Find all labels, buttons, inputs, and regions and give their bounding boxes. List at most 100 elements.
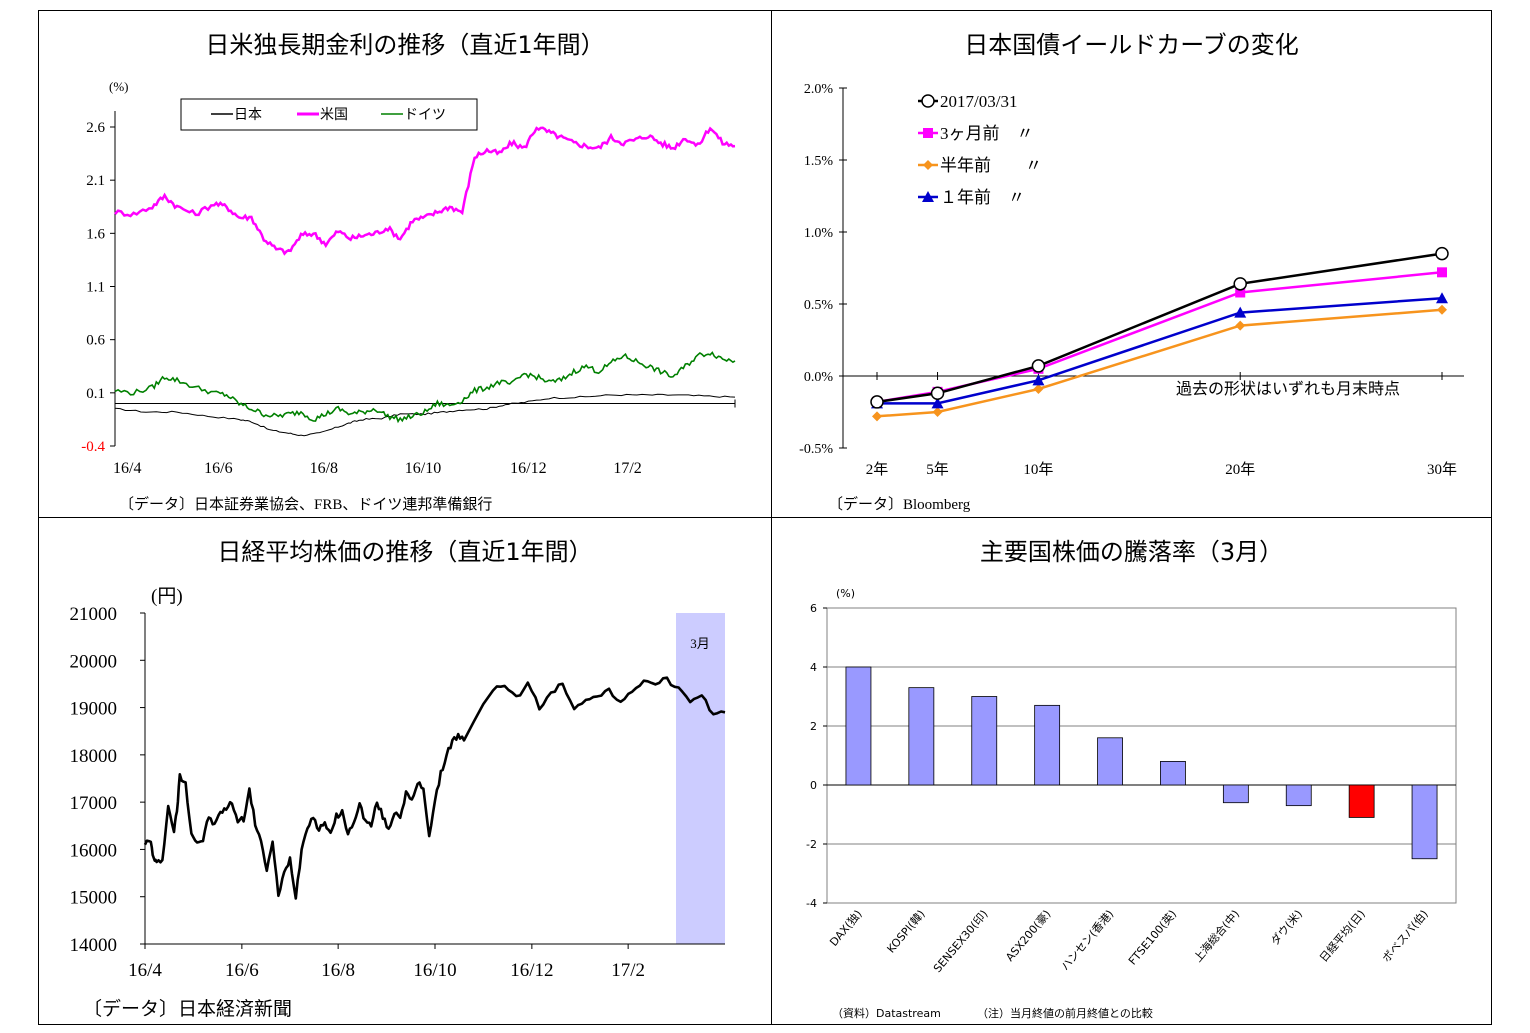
chart-plot: (%) 2.6 2.1 1.6 1.1 0.6 0.1 -0.4 16/4 16/6 16/8 16/… <box>81 79 736 477</box>
data-point <box>872 411 882 422</box>
x-tick-label: ASX200(豪) <box>1002 907 1053 964</box>
y-tick-label: 1.5% <box>804 154 834 169</box>
y-tick-label: 2.0% <box>804 82 834 97</box>
data-point <box>1233 277 1247 291</box>
data-point <box>932 407 943 417</box>
chart-plot: 2.0% 1.5% 1.0% 0.5% 0.0% -0.5% 2年 5年 10年 20年 30年 20… <box>799 82 1464 478</box>
legend-marker <box>922 191 934 202</box>
x-tick-label: ボベスパ(伯) <box>1379 907 1431 965</box>
y-tick-label: 1.0% <box>804 226 834 241</box>
series-line-2 <box>876 308 1443 418</box>
x-tick-label: 16/6 <box>204 460 232 477</box>
y-tick-label: 0.5% <box>804 298 834 313</box>
x-tick-label: 17/2 <box>613 460 641 477</box>
x-tick-label: 16/10 <box>413 960 456 981</box>
data-point <box>1031 359 1046 373</box>
y-tick-label: -0.4 <box>81 439 105 455</box>
y-tick-label: 2.6 <box>86 120 105 136</box>
chart-plot: (%) 6 4 2 0 -2 -4 DAX(独) KOSPI(韓) SENSEX30(印) ASX2… <box>806 587 1457 976</box>
x-tick-label: 10年 <box>1023 461 1053 478</box>
y-tick-label: 18000 <box>70 746 118 767</box>
x-tick-label: 16/8 <box>310 460 338 477</box>
x-tick-label: SENSEX30(印) <box>931 908 991 976</box>
x-tick-label: 30年 <box>1427 461 1457 478</box>
y-tick-label: -4 <box>806 897 817 910</box>
highlight-band <box>676 613 725 944</box>
y-axis-unit: (%) <box>836 587 855 600</box>
chart-title: 日本国債イールドカーブの変化 <box>964 31 1299 59</box>
legend-label: １年前 〃 <box>940 188 1025 207</box>
x-tick-label: FTSE100(英) <box>1125 907 1179 968</box>
x-tick-label: 上海総合(中) <box>1191 907 1243 965</box>
y-tick-label: 2.1 <box>86 173 105 189</box>
highlight-label: 3月 <box>690 636 710 651</box>
bar <box>845 666 872 786</box>
chart-panel-jgb-rates: 日米独長期金利の推移（直近1年間） (%) 2.6 2.1 1.6 1.1 0.6 0.1 -… <box>38 10 772 518</box>
legend-label: 日本 <box>234 107 262 123</box>
data-point <box>930 386 945 401</box>
y-tick-label: 17000 <box>70 793 118 814</box>
data-point <box>1437 304 1447 315</box>
x-tick-label: ダウ(米) <box>1268 907 1305 948</box>
chart-panel-stock-changes: 主要国株価の騰落率（3月） (%) 6 4 2 0 -2 -4 DAX(独) KOSPI(韓) S… <box>771 517 1492 1025</box>
series-line-2 <box>114 351 736 424</box>
y-tick-label: 0.1 <box>86 386 105 402</box>
x-tick-label: 5年 <box>926 461 949 478</box>
y-tick-label: 0 <box>810 779 817 792</box>
bar <box>1411 784 1438 860</box>
series-line-0 <box>114 393 736 437</box>
legend-label: 半年前 〃 <box>940 156 1042 175</box>
x-tick-label: ハンセン(香港) <box>1058 908 1116 973</box>
x-tick-label: 16/8 <box>321 960 355 981</box>
bar <box>908 687 935 786</box>
data-point <box>1234 306 1247 318</box>
y-tick-label: 0.6 <box>86 333 105 349</box>
data-point <box>1437 267 1447 278</box>
series-line-1 <box>114 126 736 256</box>
x-tick-label: 17/2 <box>611 960 645 981</box>
y-tick-label: -2 <box>806 838 817 851</box>
y-tick-label: 16000 <box>70 840 118 861</box>
chart-annotation: 過去の形状はいずれも月末時点 <box>1176 380 1400 398</box>
x-tick-label: 16/6 <box>225 960 259 981</box>
legend-label: 米国 <box>320 107 348 123</box>
y-tick-label: 20000 <box>70 651 118 672</box>
series-line-0 <box>143 676 726 900</box>
x-tick-label: KOSPI(韓) <box>884 908 927 956</box>
data-point <box>1033 383 1044 394</box>
x-tick-label: 16/4 <box>128 960 162 981</box>
y-tick-label: 1.1 <box>86 280 105 296</box>
y-tick-label: 15000 <box>70 888 118 909</box>
chart-source: 〔データ〕Bloomberg <box>828 497 971 513</box>
y-tick-label: 6 <box>810 602 817 615</box>
data-point <box>931 397 944 409</box>
x-tick-label: 16/10 <box>405 460 441 477</box>
y-tick-label: 1.6 <box>86 226 105 242</box>
bar <box>1348 784 1375 818</box>
x-tick-label: 16/12 <box>510 460 546 477</box>
chart-title: 主要国株価の騰落率（3月） <box>979 538 1284 566</box>
legend-marker <box>923 160 933 170</box>
data-point <box>1032 374 1045 386</box>
y-tick-label: 0.0% <box>804 370 834 385</box>
y-tick-label: 4 <box>810 661 817 674</box>
legend-marker <box>921 94 935 108</box>
x-tick-label: 16/12 <box>510 960 553 981</box>
x-tick-label: 日経平均(日) <box>1317 908 1368 965</box>
y-axis-unit: (円) <box>151 586 183 607</box>
legend-label: 3ヶ月前 〃 <box>940 124 1034 143</box>
data-point <box>1436 292 1448 304</box>
data-point <box>1435 246 1449 261</box>
y-tick-label: 2 <box>810 720 817 733</box>
legend-label: 2017/03/31 <box>940 92 1017 111</box>
chart-panel-nikkei: 日経平均株価の推移（直近1年間） 3月 (円) 21000 20000 19000 180… <box>38 517 772 1025</box>
chart-source: 〔データ〕日本証券業協会、FRB、ドイツ連邦準備銀行 <box>119 497 493 513</box>
chart-title: 日経平均株価の推移（直近1年間） <box>217 538 593 566</box>
legend-marker <box>923 128 933 138</box>
legend-label: ドイツ <box>404 108 446 123</box>
y-axis-unit: (%) <box>109 79 129 94</box>
x-tick-label: DAX(独) <box>827 908 865 949</box>
y-tick-label: -0.5% <box>799 442 833 457</box>
chart-source: （資料）Datastream <box>832 1007 941 1020</box>
chart-note: （注）当月終値の前月終値との比較 <box>977 1007 1153 1020</box>
